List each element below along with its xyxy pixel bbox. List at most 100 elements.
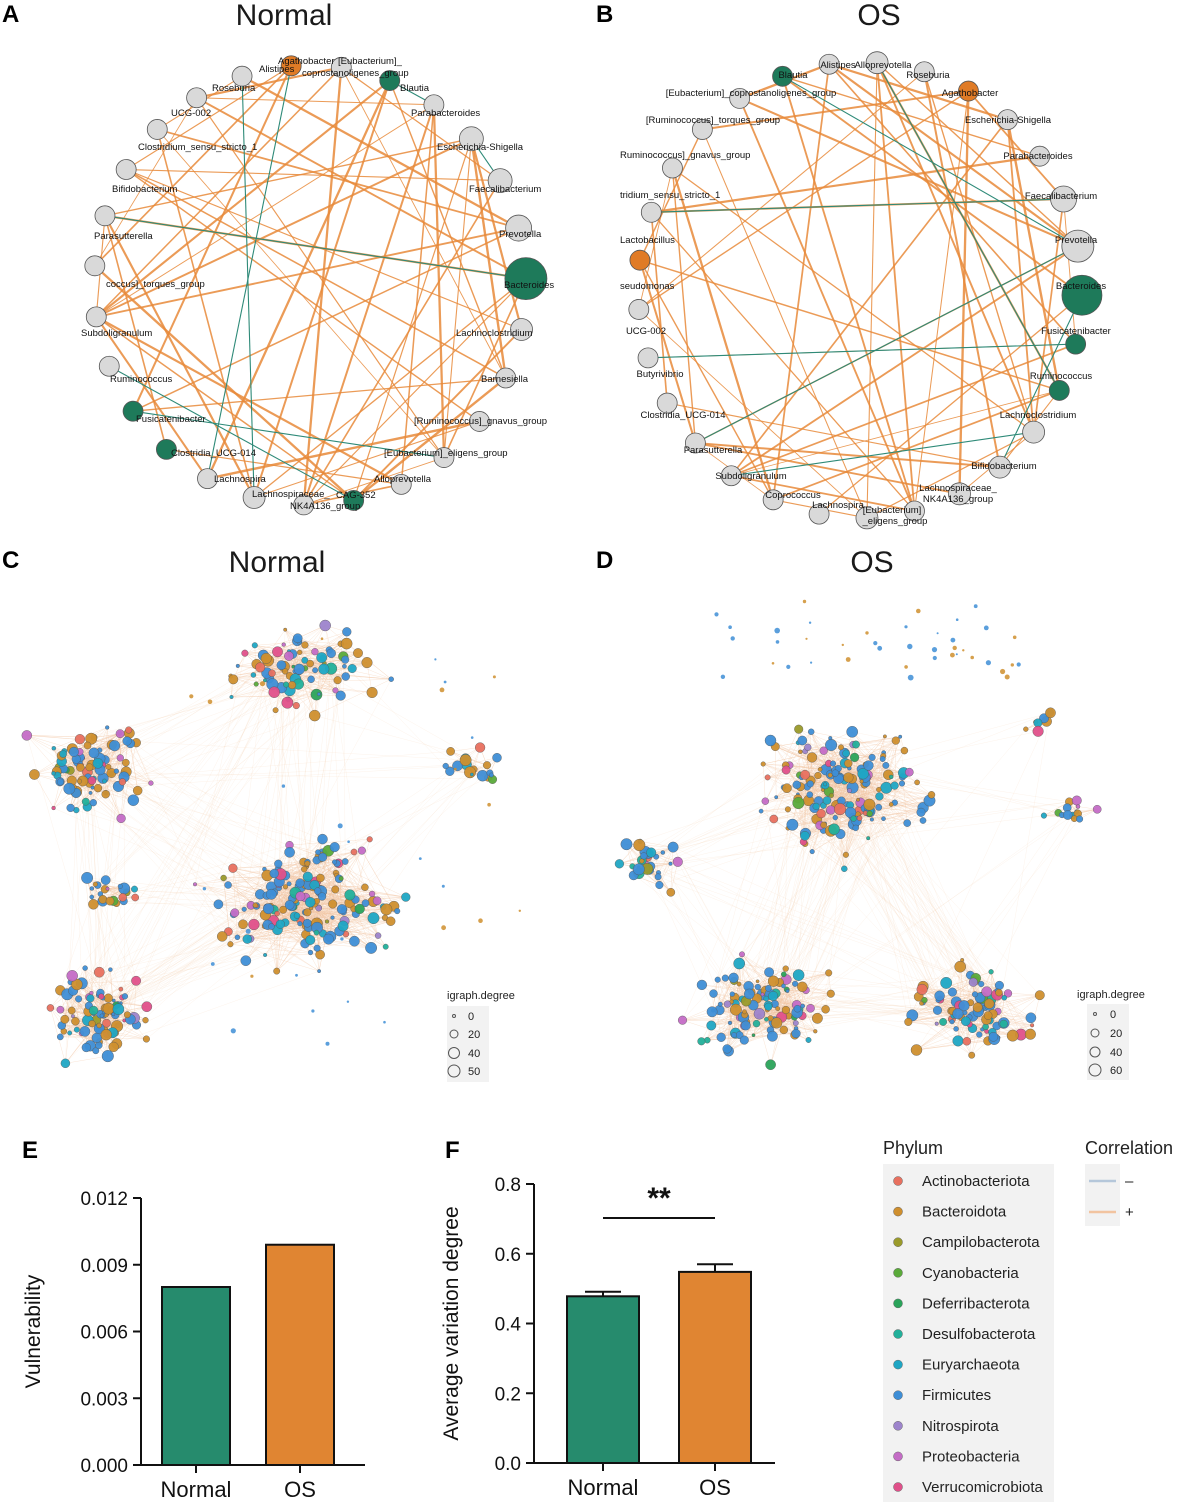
network-node [229,695,234,700]
network-node [913,61,935,83]
network-node [85,763,94,772]
network-node [103,993,113,1003]
node-label: Ruminococcus]_gnavus_group [620,150,750,161]
network-node [794,724,804,734]
network-node [388,676,394,682]
network-node [336,904,347,915]
panel-letter-a: A [2,1,19,28]
network-edge [319,656,344,858]
network-edge [87,806,104,1016]
network-node [349,935,360,947]
network-node [253,681,259,687]
network-a-title: Normal [236,0,333,32]
network-node [88,1020,96,1028]
network-edge [130,743,138,791]
network-edge [67,782,90,995]
network-edge [962,818,1080,961]
positive-edge [667,402,1000,468]
network-node [1022,420,1046,444]
network-node [94,205,116,227]
network-node [220,874,227,882]
network-edge [99,769,244,925]
negative-edge [648,343,1076,359]
network-edge [296,679,312,916]
network-node [83,741,92,750]
positive-edge [132,227,519,412]
network-edge [80,767,96,1051]
network-node [281,696,294,709]
positive-edge [695,442,960,495]
network-node [272,646,283,658]
netD-edges [619,712,1098,1065]
positive-edge [104,215,168,450]
positive-edge [639,259,774,501]
network-node [875,792,884,801]
network-edge [26,735,102,997]
network-node [865,51,889,75]
network-node [458,126,484,152]
network-node [284,847,295,858]
network-node [115,729,125,739]
network-edge [277,917,386,930]
network-edge [320,759,466,858]
network-edge [100,680,266,895]
network-node [192,882,197,887]
network-node [315,904,323,912]
network-node [76,763,85,772]
network-node [57,1033,64,1041]
network-edge [120,655,290,758]
node-label: Parabacteroides [411,108,480,119]
network-edge [316,893,373,902]
network-node [295,878,305,888]
network-node [365,942,377,954]
negative-edge [999,294,1083,468]
positive-edge [196,96,527,280]
node-label: coccus]_torques_group [106,279,205,290]
node-label: UCG-002 [171,108,211,119]
positive-edge [156,129,255,498]
network-edge [105,896,323,1015]
network-edge [297,638,321,858]
network-node [259,681,266,687]
network-node [301,866,308,873]
network-edge [108,766,286,876]
network-node [361,899,370,908]
network-node [997,109,1018,131]
network-node [828,736,833,741]
network-edge [120,886,306,944]
network-node [423,94,445,116]
network-node [113,768,120,774]
network-node [822,796,832,805]
network-edge [310,772,471,953]
network-node [948,482,971,506]
negative-edge [132,410,445,459]
network-node [905,767,914,777]
network-node [87,776,97,785]
network-node [760,761,766,767]
positive-edge [958,91,970,494]
positive-edge [389,80,507,379]
network-edge [341,909,379,936]
network-node [817,767,823,772]
network-b-nodes [628,51,1103,530]
network-edge [289,844,319,853]
network-edge [116,857,323,1044]
network-node [487,168,513,193]
network-edge [284,666,483,776]
network-edge [118,786,244,925]
network-node [245,928,251,934]
network-node [295,973,298,977]
node-label: Parasutterella [94,231,153,242]
network-edge [879,796,998,995]
network-node [826,805,836,815]
network-edge [123,900,386,918]
node-label: Butyrivibrio [637,369,684,380]
network-node [382,943,389,950]
network-node [505,214,533,242]
network-node [141,1001,153,1013]
node-label: Lactobacillus [620,235,675,246]
network-node [342,627,352,637]
network-node [341,655,350,664]
network-edge [88,917,333,1006]
positive-edge [104,138,472,217]
